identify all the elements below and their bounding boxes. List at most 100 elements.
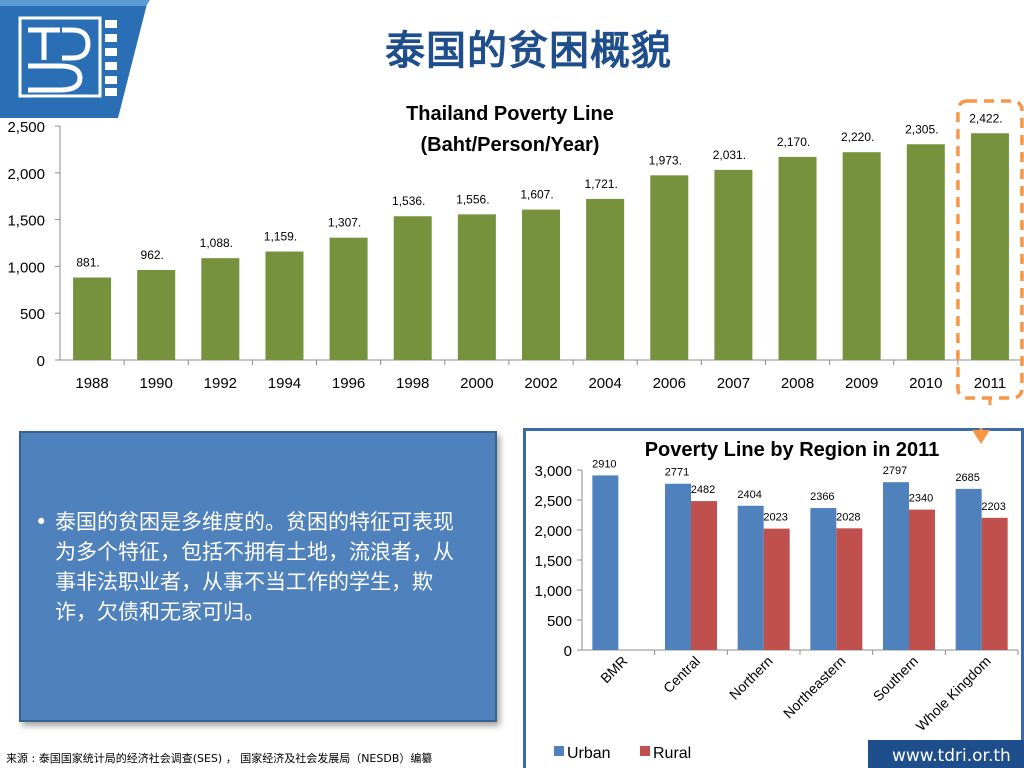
x-tick-label-2009: 2009 [845,375,878,392]
urban-bar-northern [737,505,764,650]
source-note: 来源 : 泰国国家统计局的经济社会调查(SES) ， 国家经济及社会发展局（NE… [6,752,433,765]
x-tick-label-2000: 2000 [460,375,493,392]
bar-1998 [393,216,432,360]
rural-bar-southern-label: 2340 [909,493,933,505]
y-tick-label: 500 [20,306,45,323]
urban-bar-bmr [592,475,619,650]
region-x-tick-label: Northern [726,653,776,703]
data-label-1988: 881. [76,256,99,270]
legend-label-rural: Rural [653,745,691,762]
rural-bar-whole-kingdom-label: 2203 [981,501,1005,513]
legend-swatch-rural [640,746,650,756]
data-label-2002: 1,607. [520,188,553,202]
x-tick-label-2010: 2010 [909,375,942,392]
tdri-logo [0,0,150,118]
urban-bar-central-label: 2771 [665,467,689,479]
x-tick-label-1988: 1988 [75,375,108,392]
data-label-2007: 2,031. [713,148,746,162]
urban-bar-whole-kingdom [955,488,982,650]
x-tick-label-1990: 1990 [140,375,173,392]
y-tick-label: 0 [37,353,45,370]
region-y-tick-label: 2,000 [534,523,572,540]
rural-bar-southern [909,509,935,650]
urban-bar-northern-label: 2404 [737,489,761,501]
x-tick-label-1998: 1998 [396,375,429,392]
region-y-tick-label: 2,500 [534,493,572,510]
urban-bar-northeastern [810,508,837,650]
region-chart-frame [523,428,1024,768]
urban-bar-southern-label: 2797 [883,465,907,477]
bar-1990 [137,269,176,360]
chart-title-line2: (Baht/Person/Year) [421,134,600,156]
x-tick-label-1992: 1992 [204,375,237,392]
data-label-1998: 1,536. [392,194,425,208]
region-y-tick-label: 1,000 [534,583,572,600]
bar-2010 [906,144,945,360]
data-label-1992: 1,088. [200,236,233,250]
rural-bar-whole-kingdom [981,517,1008,650]
poverty-description-box: 泰国的贫困是多维度的。贫困的特征可表现为多个特征，包括不拥有土地，流浪者，从事非… [19,431,497,722]
bar-1996 [329,237,368,360]
bar-2008 [778,156,817,360]
data-label-1990: 962. [141,248,164,262]
bar-1988 [73,277,112,360]
chart-title-line1: Thailand Poverty Line [406,103,614,125]
region-x-tick-label: BMR [597,653,630,686]
urban-bar-northeastern-label: 2366 [810,491,834,503]
x-tick-label-2004: 2004 [588,375,621,392]
data-label-2011: 2,422. [969,111,1002,125]
region-y-tick-label: 500 [547,613,572,630]
bar-2011 [970,133,1009,360]
data-label-2000: 1,556. [456,192,489,206]
rural-bar-northeastern-label: 2028 [836,511,860,523]
y-tick-label: 2,000 [7,166,45,183]
data-label-1996: 1,307. [328,216,361,230]
y-tick-label: 2,500 [7,119,45,136]
region-x-tick-label: Southern [870,653,921,704]
x-tick-label-2006: 2006 [653,375,686,392]
bar-2000 [457,214,496,360]
region-x-tick-label: Whole Kingdom [913,653,994,734]
data-label-2008: 2,170. [777,135,810,149]
region-poverty-chart: 0 500 1,000 1,500 2,000 2,500 3,000 2910 BMR 2771… [534,428,1019,762]
y-tick-label: 1,000 [7,259,45,276]
x-tick-label-1994: 1994 [268,375,301,392]
data-label-2010: 2,305. [905,122,938,136]
poverty-line-chart: 0 500 1,000 1,500 2,000 2,500 881. 1988 962. 1990… [7,99,1024,405]
region-x-tick-label: Central [660,653,703,696]
page-title: 泰国的贫困概貌 [385,28,672,74]
x-tick-label-1996: 1996 [332,375,365,392]
region-y-tick-label: 3,000 [534,463,572,480]
region-y-tick-label: 1,500 [534,553,572,570]
bar-2004 [586,198,625,360]
data-label-2004: 1,721. [584,177,617,191]
urban-bar-southern [883,482,909,650]
rural-bar-northern-label: 2023 [763,512,787,524]
legend-label-urban: Urban [567,745,611,762]
region-y-tick-label: 0 [564,643,572,660]
rural-bar-northern [763,528,790,650]
x-tick-label-2011: 2011 [974,375,1006,392]
footer-url[interactable]: www.tdri.or.th [892,746,1011,766]
footer-band [868,740,1024,768]
legend-swatch-urban [554,746,564,756]
poverty-description-bullet: 泰国的贫困是多维度的。贫困的特征可表现为多个特征，包括不拥有土地，流浪者，从事非… [35,507,465,627]
bar-1994 [265,251,304,360]
bar-2002 [522,209,560,360]
y-tick-label: 1,500 [7,213,45,230]
rural-bar-central-label: 2482 [691,484,715,496]
data-label-1994: 1,159. [264,230,297,244]
urban-bar-central [665,483,691,650]
bar-1992 [201,258,240,360]
data-label-2009: 2,220. [841,130,874,144]
x-tick-label-2008: 2008 [781,375,814,392]
bar-2009 [842,152,881,360]
urban-bar-whole-kingdom-label: 2685 [955,472,979,484]
bar-2007 [714,169,753,360]
x-tick-label-2007: 2007 [717,375,750,392]
data-label-2006: 1,973. [649,153,682,167]
region-chart-title: Poverty Line by Region in 2011 [645,439,940,461]
rural-bar-northeastern [836,528,863,650]
bar-2006 [650,175,689,360]
highlight-arrow-head [972,430,990,444]
